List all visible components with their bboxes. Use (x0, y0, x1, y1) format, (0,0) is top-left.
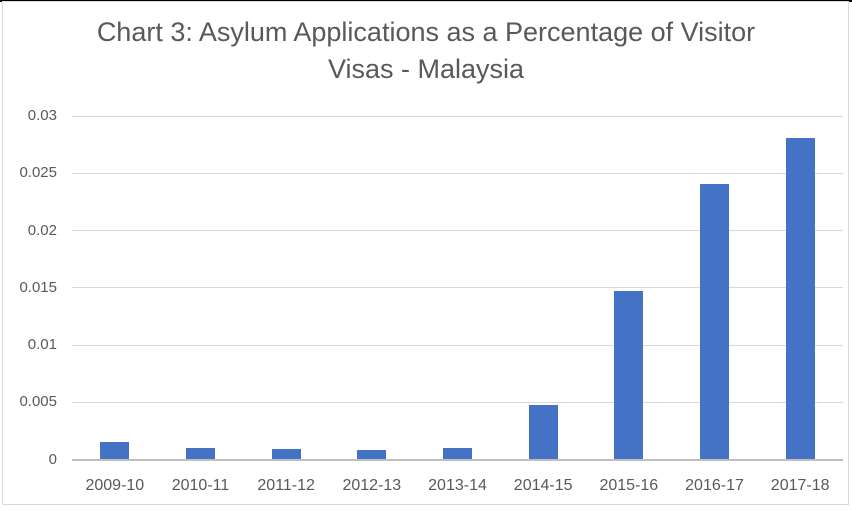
x-axis-tick-label: 2016-17 (685, 476, 744, 494)
bar-2011-12 (271, 448, 301, 459)
y-axis-tick-label: 0.005 (19, 393, 57, 411)
x-axis-tick-label: 2015-16 (599, 476, 659, 494)
chart-title: Chart 3: Asylum Applications as a Percen… (0, 14, 852, 88)
x-axis-line (72, 459, 843, 461)
bar-2012-13 (357, 449, 387, 459)
top-edge-line (0, 0, 852, 2)
gridline (72, 230, 843, 231)
bar-2015-16 (614, 290, 644, 459)
bar-2014-15 (528, 405, 558, 459)
x-axis-tick-label: 2010-11 (171, 476, 230, 494)
chart-title-line-2: Visas - Malaysia (327, 54, 525, 84)
y-axis-tick-label: 0.03 (27, 107, 57, 124)
y-axis-tick-label: 0 (48, 450, 57, 468)
y-axis-tick-label: 0.01 (27, 336, 57, 353)
x-axis-tick-label: 2017-18 (770, 476, 830, 494)
gridline (72, 115, 843, 117)
gridline (72, 287, 843, 289)
y-axis-tick-label: 0.02 (27, 221, 57, 239)
chart-title-line-1: Chart 3: Asylum Applications as a Percen… (96, 17, 756, 47)
x-axis-tick-label: 2012-13 (342, 476, 402, 494)
bar-2016-17 (700, 184, 729, 459)
bar-2010-11 (186, 447, 215, 459)
y-axis-tick-label: 0.015 (19, 278, 57, 296)
gridline (72, 344, 843, 346)
gridline (72, 401, 843, 403)
gridline (72, 172, 843, 174)
y-axis-tick-label: 0.025 (19, 164, 57, 182)
x-axis-tick-label: 2013-14 (428, 476, 487, 494)
bar-2017-18 (785, 138, 815, 459)
x-axis-tick-label: 2014-15 (513, 476, 573, 494)
bar-2009-10 (100, 441, 130, 459)
x-axis-tick-label: 2009-10 (85, 476, 145, 494)
bar-2013-14 (443, 447, 472, 459)
x-axis-tick-label: 2011-12 (257, 476, 315, 494)
